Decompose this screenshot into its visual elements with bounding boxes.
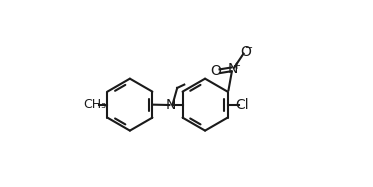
- Text: +: +: [232, 61, 241, 71]
- Text: −: −: [245, 43, 253, 53]
- Text: O: O: [240, 45, 251, 59]
- Text: Cl: Cl: [236, 98, 249, 112]
- Text: O: O: [210, 64, 221, 78]
- Text: N: N: [166, 98, 176, 112]
- Text: CH₃: CH₃: [83, 98, 106, 111]
- Text: N: N: [228, 62, 238, 76]
